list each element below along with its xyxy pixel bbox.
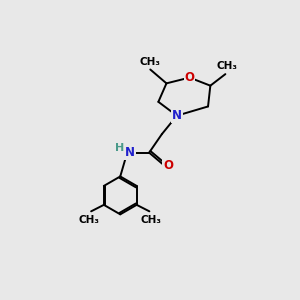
Text: CH₃: CH₃ [141, 215, 162, 225]
Text: CH₃: CH₃ [79, 215, 100, 225]
Text: H: H [115, 143, 124, 154]
Text: CH₃: CH₃ [216, 61, 237, 71]
Text: O: O [184, 71, 195, 84]
Text: O: O [163, 159, 173, 172]
Text: N: N [172, 109, 182, 122]
Text: N: N [125, 146, 135, 159]
Text: CH₃: CH₃ [140, 57, 161, 67]
